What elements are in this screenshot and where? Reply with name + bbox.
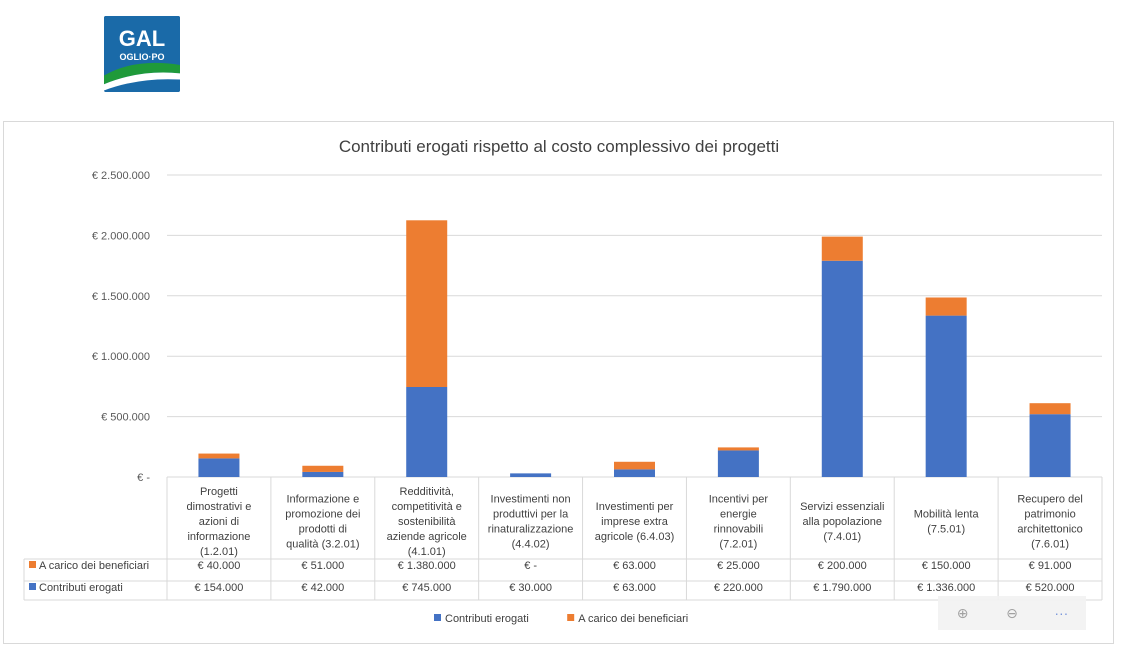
zoom-in-icon[interactable]: ⊕ — [956, 604, 969, 621]
x-category-label: Redditività, competitività e sostenibilità… — [387, 486, 467, 558]
y-tick-label: € 1.500.000 — [92, 291, 150, 303]
bar-a-carico-beneficiari — [406, 220, 448, 388]
bar-contributi-erogati — [1029, 414, 1071, 477]
table-value: € 220.000 — [714, 582, 763, 594]
legend-label: A carico dei beneficiari — [578, 613, 688, 625]
bar-contributi-erogati — [510, 473, 552, 477]
bar-a-carico-beneficiari — [925, 297, 967, 316]
svg-text:GAL: GAL — [119, 26, 165, 51]
table-value: € 25.000 — [717, 560, 760, 572]
y-tick-label: € - — [137, 472, 150, 484]
bar-a-carico-beneficiari — [717, 447, 759, 451]
bar-contributi-erogati — [198, 458, 240, 477]
table-value: € 1.336.000 — [917, 582, 975, 594]
table-value: € 200.000 — [818, 560, 867, 572]
x-category-label: Incentivi per energie rinnovabili (7.2.01) — [709, 494, 769, 551]
table-value: € 63.000 — [613, 560, 656, 572]
chart-title: Contributi erogati rispetto al costo com… — [339, 137, 779, 156]
table-value: € 520.000 — [1026, 582, 1075, 594]
y-tick-label: € 1.000.000 — [92, 351, 150, 363]
table-value: € - — [524, 560, 537, 572]
y-tick-label: € 500.000 — [101, 412, 150, 424]
table-value: € 63.000 — [613, 582, 656, 594]
x-category-label: Investimenti non produttivi per la rinatur… — [488, 494, 574, 551]
x-category-label: Servizi essenziali alla popolazione (7.4.0… — [800, 501, 884, 543]
table-series-label: A carico dei beneficiari — [39, 560, 149, 572]
table-legend-key — [29, 561, 36, 568]
table-value: € 40.000 — [198, 560, 241, 572]
chart-toolbar: ⊕ ⊖ ··· — [938, 596, 1086, 630]
table-value: € 1.790.000 — [813, 582, 871, 594]
table-value: € 154.000 — [194, 582, 243, 594]
x-category-label: Recupero del patrimonio architettonico (7.6… — [1017, 494, 1082, 551]
legend-key — [434, 614, 441, 621]
bar-contributi-erogati — [717, 450, 759, 477]
table-value: € 1.380.000 — [398, 560, 456, 572]
bar-contributi-erogati — [925, 315, 967, 477]
table-value: € 51.000 — [301, 560, 344, 572]
logo-graphic: GAL OGLIO·PO — [104, 16, 180, 92]
bar-contributi-erogati — [614, 469, 655, 477]
legend-key — [567, 614, 575, 621]
bar-contributi-erogati — [406, 387, 448, 477]
bar-contributi-erogati — [821, 260, 863, 477]
bar-a-carico-beneficiari — [1029, 403, 1071, 415]
chart-container: Contributi erogati rispetto al costo com… — [3, 121, 1114, 644]
zoom-out-icon[interactable]: ⊖ — [1006, 604, 1018, 621]
stacked-bar-chart: Contributi erogati rispetto al costo com… — [23, 137, 1103, 625]
x-category-label: Investimenti per imprese extra agricole (6… — [595, 501, 675, 543]
bar-a-carico-beneficiari — [821, 236, 863, 261]
legend-label: Contributi erogati — [445, 613, 529, 625]
more-icon[interactable]: ··· — [1054, 605, 1069, 621]
y-tick-label: € 2.000.000 — [92, 230, 150, 242]
bar-a-carico-beneficiari — [198, 453, 240, 459]
gal-oglio-po-logo: GAL OGLIO·PO — [104, 16, 180, 92]
table-legend-key — [29, 583, 36, 590]
table-series-label: Contributi erogati — [39, 582, 123, 594]
x-category-label: Progetti dimostrativi e azioni di informazi… — [187, 486, 252, 558]
table-value: € 150.000 — [922, 560, 971, 572]
svg-text:OGLIO·PO: OGLIO·PO — [120, 52, 165, 62]
table-value: € 30.000 — [509, 582, 552, 594]
bar-contributi-erogati — [302, 471, 344, 477]
x-category-label: Mobilità lenta (7.5.01) — [914, 509, 980, 536]
y-tick-label: € 2.500.000 — [92, 170, 150, 182]
table-value: € 745.000 — [402, 582, 451, 594]
bar-a-carico-beneficiari — [614, 461, 655, 470]
table-value: € 91.000 — [1029, 560, 1072, 572]
table-value: € 42.000 — [301, 582, 344, 594]
x-category-label: Informazione e promozione dei prodotti di q… — [285, 494, 360, 551]
bar-a-carico-beneficiari — [302, 465, 344, 472]
